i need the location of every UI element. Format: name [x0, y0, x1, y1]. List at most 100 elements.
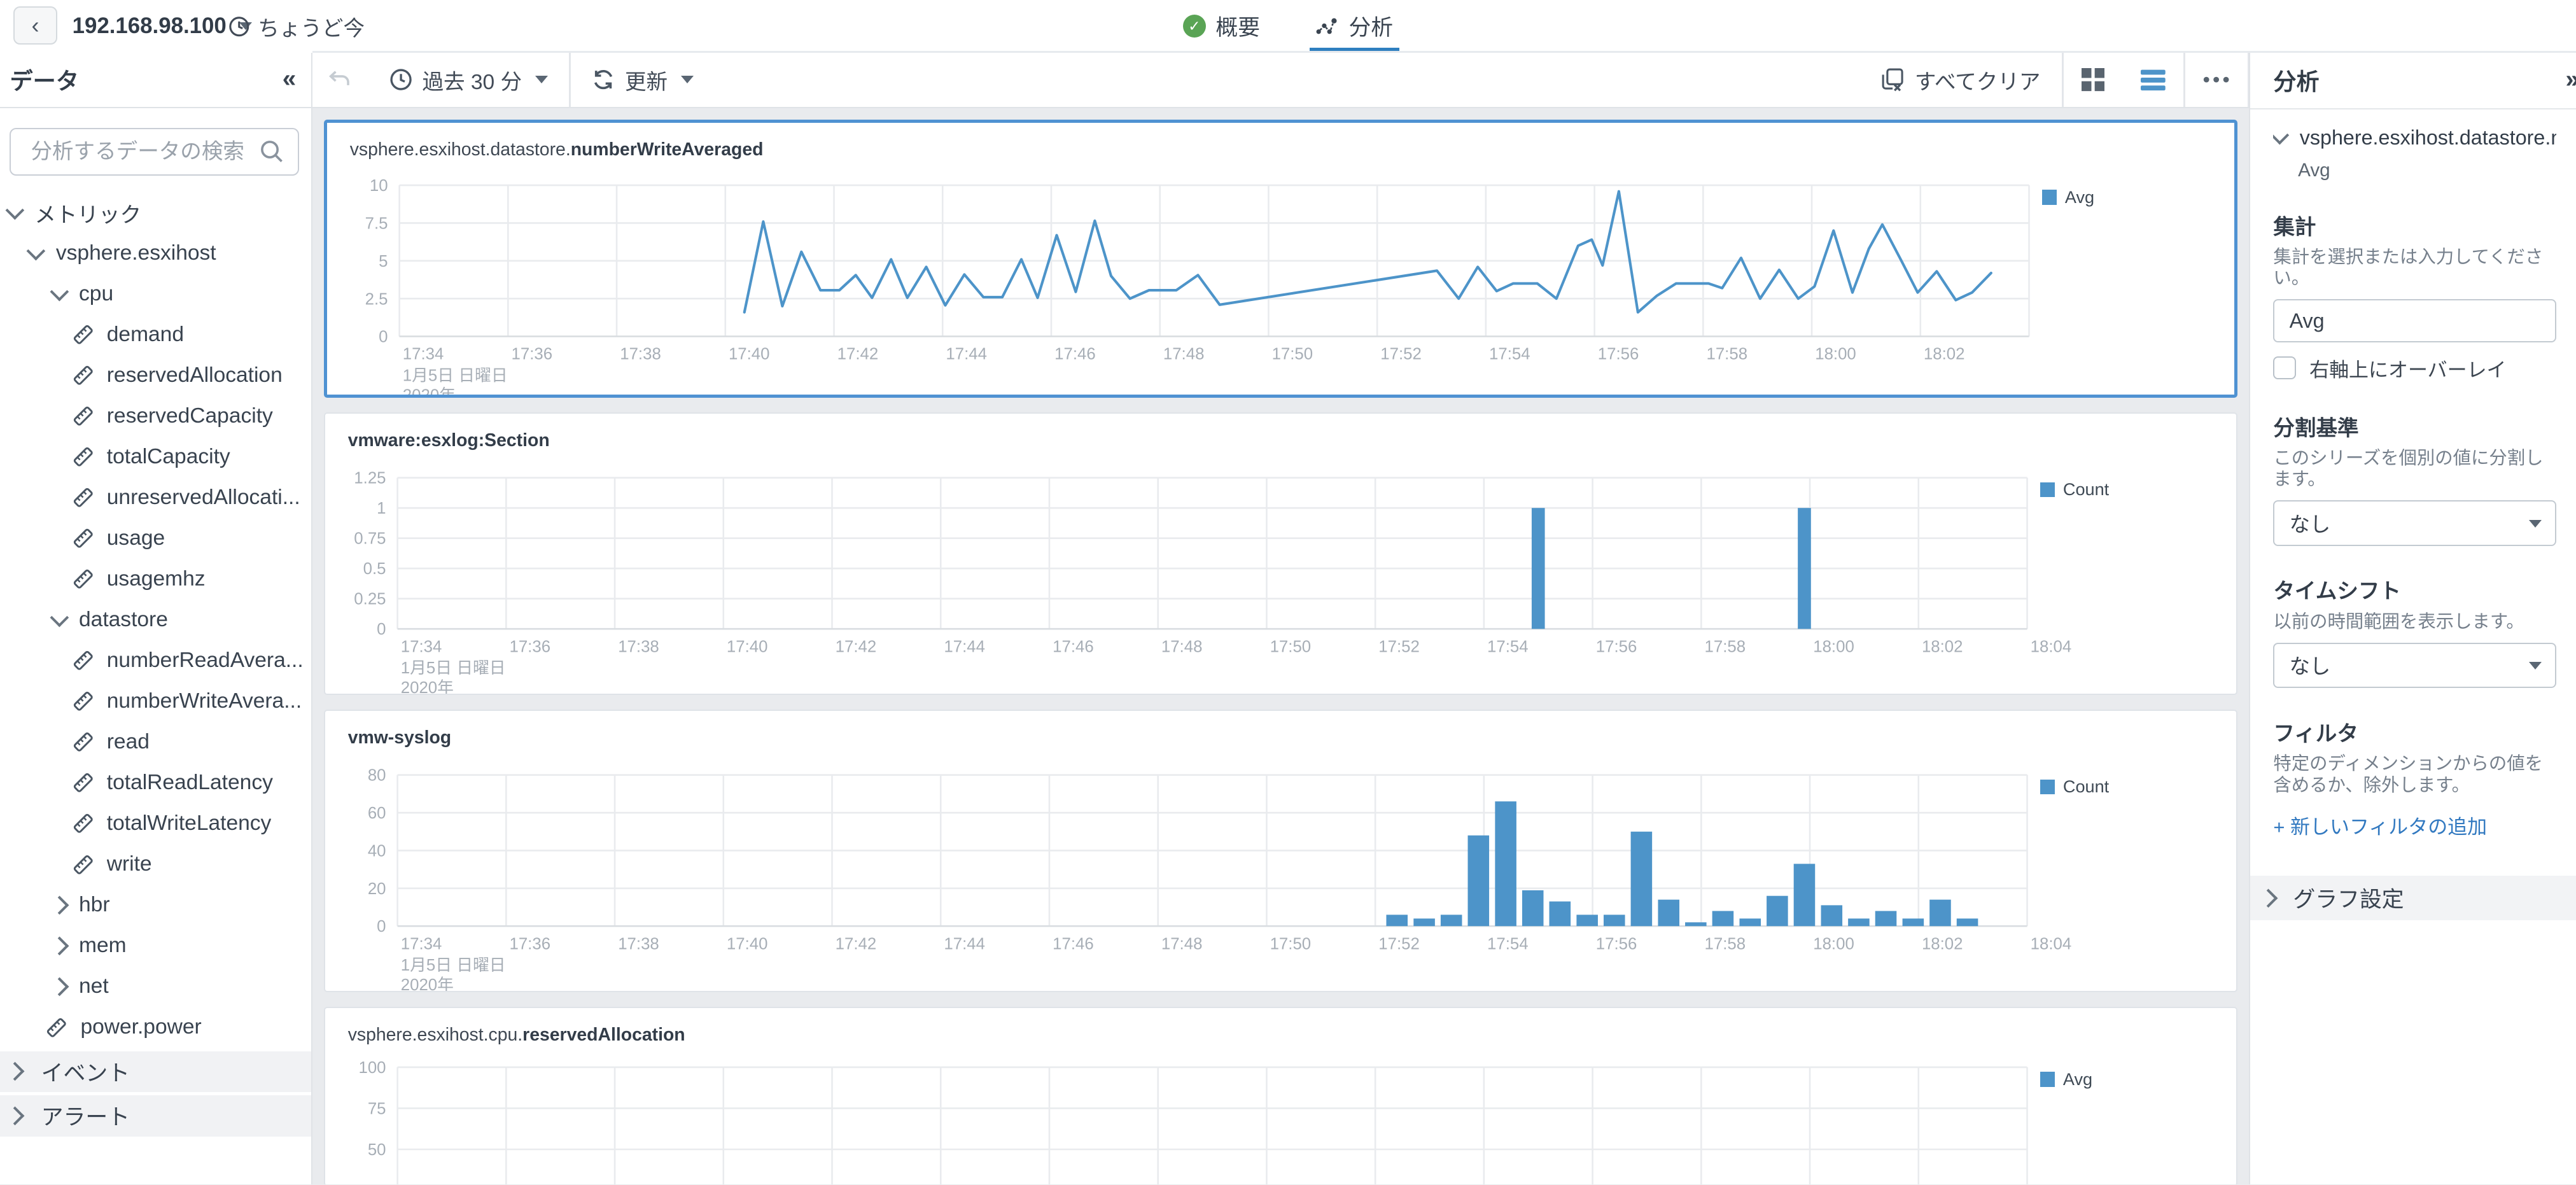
analysis-panel-body: vsphere.esxihost.datastore.numberW Avg 集…: [2250, 109, 2576, 920]
top-bar: ‹ 192.168.98.100 ちょうど今 ✓ 概要: [0, 0, 2576, 53]
svg-text:17:44: 17:44: [944, 638, 985, 656]
chart-canvas[interactable]: 0 0.25 0.5 0.75 1 1.25 17:34 17:36 17:38 17:40 17:…: [325, 414, 2238, 695]
split-select[interactable]: なし: [2273, 500, 2556, 546]
chart-canvas[interactable]: 50 75 100: [325, 1008, 2238, 1185]
tree-item-label: totalWriteLatency: [106, 811, 272, 836]
tab-analysis[interactable]: 分析: [1309, 0, 1400, 53]
overlay-checkbox[interactable]: [2273, 356, 2297, 380]
legend-item[interactable]: Count: [2040, 479, 2109, 500]
toolbar-divider: [2061, 52, 2064, 108]
search-input[interactable]: [10, 128, 300, 176]
tree-item-unreservedallocati-[interactable]: unreservedAllocati...: [0, 477, 311, 518]
tree-item-net[interactable]: net: [0, 966, 311, 1007]
clear-all-button[interactable]: すべてクリア: [1859, 53, 2062, 108]
tree-item-usagemhz[interactable]: usagemhz: [0, 559, 311, 600]
analysis-panel-title: 分析: [2273, 69, 2320, 95]
graph-settings-section[interactable]: グラフ設定: [2250, 876, 2576, 920]
tree-item-label: vsphere.esxihost: [55, 241, 216, 265]
tree-item-read[interactable]: read: [0, 722, 311, 762]
tab-overview[interactable]: ✓ 概要: [1180, 0, 1264, 53]
tree-item-hbr[interactable]: hbr: [0, 885, 311, 925]
svg-text:17:34: 17:34: [402, 346, 444, 363]
graph-settings-label: グラフ設定: [2293, 887, 2404, 913]
tree-item-mem[interactable]: mem: [0, 925, 311, 966]
chart-card-vsphere.esxihost.cpu.reservedAllocation[interactable]: vsphere.esxihost.cpu.reservedAllocation 5…: [323, 1007, 2238, 1185]
time-range-label: 過去 30 分: [422, 70, 522, 94]
sidebar-sections: イベント アラート: [0, 1051, 311, 1137]
svg-text:18:02: 18:02: [1924, 346, 1965, 363]
time-range-dropdown[interactable]: 過去 30 分: [368, 53, 569, 108]
legend-item[interactable]: Avg: [2040, 1069, 2092, 1090]
refresh-dropdown[interactable]: 更新: [571, 53, 715, 108]
svg-text:17:58: 17:58: [1706, 346, 1747, 363]
more-options-button[interactable]: [2185, 53, 2248, 108]
tree-item-totalcapacity[interactable]: totalCapacity: [0, 437, 311, 477]
split-desc: このシリーズを個別の値に分割します。: [2273, 447, 2544, 490]
host-selector[interactable]: 192.168.98.100: [73, 0, 253, 53]
aggregation-input[interactable]: [2273, 299, 2556, 342]
chart-canvas[interactable]: 0 2.5 5 7.5 10 17:34 17:36 17:38 17:40 17:42 17:44…: [327, 123, 2238, 397]
chevron-down-icon: [2529, 662, 2542, 670]
grid-view-button[interactable]: [2064, 53, 2123, 108]
tab-overview-label: 概要: [1215, 15, 1261, 41]
tree-item-numberreadavera-[interactable]: numberReadAvera...: [0, 640, 311, 681]
metric-tree: メトリック vsphere.esxihost cpu demand reservedAl…: [0, 192, 311, 1048]
tree-item-write[interactable]: write: [0, 844, 311, 885]
collapse-panel-icon[interactable]: »: [2566, 66, 2576, 94]
chart-canvas[interactable]: 0 20 40 60 80 17:34 17:36 17:38 17:40 17:42 17:44 1…: [325, 711, 2238, 992]
svg-text:40: 40: [367, 843, 386, 860]
tree-item-cpu[interactable]: cpu: [0, 274, 311, 314]
sidebar-section-イベント[interactable]: イベント: [0, 1051, 311, 1093]
svg-text:17:34: 17:34: [400, 638, 442, 656]
tree-item-label: totalCapacity: [106, 445, 230, 469]
tree-item-usage[interactable]: usage: [0, 518, 311, 559]
add-filter-link[interactable]: + 新しいフィルタの追加: [2273, 816, 2488, 839]
tree-item-demand[interactable]: demand: [0, 314, 311, 355]
timeshift-select[interactable]: なし: [2273, 642, 2556, 688]
tree-item-totalwritelatency[interactable]: totalWriteLatency: [0, 803, 311, 844]
tree-item-totalreadlatency[interactable]: totalReadLatency: [0, 762, 311, 803]
svg-text:17:36: 17:36: [509, 936, 550, 953]
legend-item[interactable]: Count: [2040, 776, 2109, 797]
svg-text:17:50: 17:50: [1270, 638, 1311, 656]
tree-item-numberwriteavera-[interactable]: numberWriteAvera...: [0, 681, 311, 722]
legend-swatch: [2040, 482, 2055, 497]
tree-item--[interactable]: メトリック: [0, 192, 311, 233]
svg-text:18:02: 18:02: [1922, 638, 1963, 656]
tree-item-datastore[interactable]: datastore: [0, 600, 311, 640]
undo-button[interactable]: [312, 53, 368, 108]
collapse-sidebar-icon[interactable]: «: [282, 65, 297, 93]
tree-item-power-power[interactable]: power.power: [0, 1007, 311, 1048]
svg-text:17:58: 17:58: [1704, 638, 1746, 656]
tree-item-label: net: [79, 974, 109, 999]
chart-card-vmw-syslog[interactable]: vmw-syslog 0 20 40 60 80 17:34 17:36 17:38 17:40 1…: [323, 710, 2238, 993]
data-sidebar: メトリック vsphere.esxihost cpu demand reservedAl…: [0, 108, 312, 1185]
sidebar-section-アラート[interactable]: アラート: [0, 1095, 311, 1137]
svg-text:0.5: 0.5: [363, 560, 386, 578]
filter-desc: 特定のディメンションからの値を含めるか、除外します。: [2273, 754, 2543, 796]
chart-card-vsphere.esxihost.datastore.numberWriteAveraged[interactable]: vsphere.esxihost.datastore.numberWriteAv…: [323, 120, 2238, 398]
svg-text:17:46: 17:46: [1053, 638, 1094, 656]
ruler-icon: [73, 447, 93, 467]
tree-item-reservedallocation[interactable]: reservedAllocation: [0, 355, 311, 396]
legend-label: Avg: [2064, 187, 2095, 207]
tree-item-reservedcapacity[interactable]: reservedCapacity: [0, 396, 311, 437]
sidebar-header: データ «: [0, 52, 312, 108]
svg-text:1.25: 1.25: [354, 470, 386, 487]
legend-item[interactable]: Avg: [2041, 187, 2095, 207]
list-view-icon: [2140, 70, 2166, 91]
ruler-icon: [73, 325, 93, 344]
chart-card-vmware:esxlog:Section[interactable]: vmware:esxlog:Section 0 0.25 0.5 0.75 1 1.25 17…: [323, 412, 2238, 695]
tree-item-vsphere-esxihost[interactable]: vsphere.esxihost: [0, 233, 311, 274]
chevron-down-icon: [2273, 126, 2290, 145]
chart-title: vsphere.esxihost.cpu.reservedAllocation: [347, 1025, 685, 1046]
list-view-button[interactable]: [2122, 53, 2183, 108]
aggregation-heading: 集計: [2273, 215, 2316, 239]
series-accordion[interactable]: vsphere.esxihost.datastore.numberW: [2273, 126, 2556, 150]
svg-text:17:48: 17:48: [1163, 346, 1204, 363]
legend-label: Count: [2062, 776, 2110, 797]
svg-text:1月5日 日曜日: 1月5日 日曜日: [400, 957, 505, 974]
svg-text:0: 0: [379, 328, 388, 346]
back-button[interactable]: ‹: [13, 6, 58, 45]
